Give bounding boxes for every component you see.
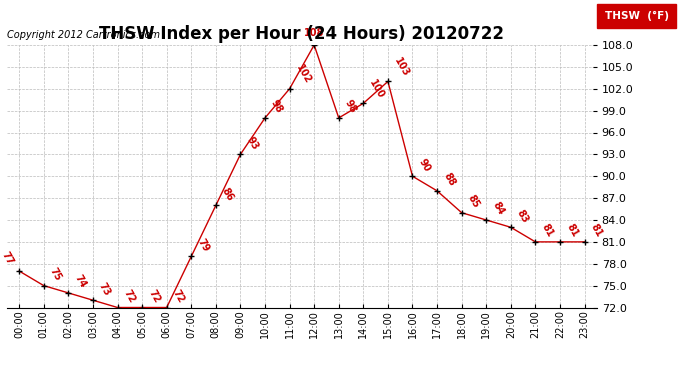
- Text: 98: 98: [343, 98, 358, 115]
- Text: 98: 98: [269, 98, 285, 115]
- Text: 72: 72: [146, 288, 161, 305]
- Text: 81: 81: [540, 222, 555, 239]
- Text: 83: 83: [515, 208, 531, 225]
- Text: 90: 90: [417, 157, 432, 174]
- Text: 72: 72: [171, 288, 186, 305]
- Text: 88: 88: [441, 171, 457, 188]
- Text: 73: 73: [97, 281, 112, 297]
- Text: 108: 108: [304, 28, 324, 38]
- Text: 85: 85: [466, 193, 482, 210]
- Text: 100: 100: [368, 78, 386, 101]
- Text: 74: 74: [72, 273, 88, 290]
- Text: 79: 79: [195, 237, 211, 254]
- Text: 103: 103: [392, 56, 411, 79]
- Text: 72: 72: [121, 288, 137, 305]
- Text: 84: 84: [491, 200, 506, 217]
- Text: Copyright 2012 Cartronics.com: Copyright 2012 Cartronics.com: [7, 30, 160, 40]
- Text: 77: 77: [0, 250, 15, 267]
- Text: 81: 81: [589, 222, 604, 239]
- Text: THSW  (°F): THSW (°F): [604, 11, 669, 21]
- Text: 102: 102: [294, 63, 313, 86]
- Text: 86: 86: [220, 186, 235, 202]
- Title: THSW Index per Hour (24 Hours) 20120722: THSW Index per Hour (24 Hours) 20120722: [99, 26, 504, 44]
- Text: 93: 93: [244, 135, 260, 152]
- Text: 81: 81: [564, 222, 580, 239]
- Text: 75: 75: [48, 266, 63, 283]
